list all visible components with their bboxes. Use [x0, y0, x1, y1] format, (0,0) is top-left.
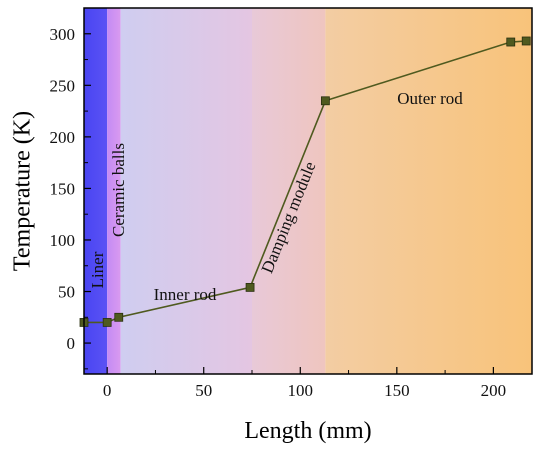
- x-tick-label: 200: [481, 381, 507, 400]
- plot-frame: [83, 7, 533, 375]
- y-tick-label: 100: [50, 231, 76, 250]
- region-ceramic-balls: [107, 8, 121, 374]
- data-point-2: [114, 312, 124, 322]
- region-liner: [84, 8, 108, 374]
- x-tick-label: 100: [288, 381, 314, 400]
- data-point-4: [320, 96, 330, 106]
- y-tick-label: 200: [50, 128, 76, 147]
- x-tick-label: 150: [384, 381, 410, 400]
- y-axis-title: Temperature (K): [10, 111, 36, 271]
- data-point-6: [521, 36, 531, 46]
- data-point-1: [102, 318, 112, 327]
- region-outer-rod: [325, 8, 532, 374]
- region-label-outer-rod: Outer rod: [397, 89, 463, 108]
- data-point-3: [245, 282, 255, 292]
- x-tick-label: 50: [195, 381, 212, 400]
- region-label-liner: Liner: [88, 251, 107, 288]
- x-axis-title: Length (mm): [244, 418, 371, 444]
- region-label-inner-rod: Inner rod: [154, 285, 217, 304]
- data-point-5: [506, 37, 516, 47]
- y-tick-label: 0: [67, 334, 76, 353]
- region-label-ceramic-balls: Ceramic balls: [109, 143, 128, 237]
- y-tick-label: 250: [50, 76, 76, 95]
- ticks-layer: 0 50 100 150 200 0 50 100 150 200 250 300: [50, 7, 507, 400]
- regions-layer: [84, 8, 532, 374]
- y-tick-label: 150: [50, 179, 76, 198]
- y-tick-label: 300: [50, 25, 76, 44]
- y-tick-label: 50: [58, 283, 75, 302]
- x-tick-label: 0: [103, 381, 112, 400]
- region-inner-rod: [120, 8, 252, 374]
